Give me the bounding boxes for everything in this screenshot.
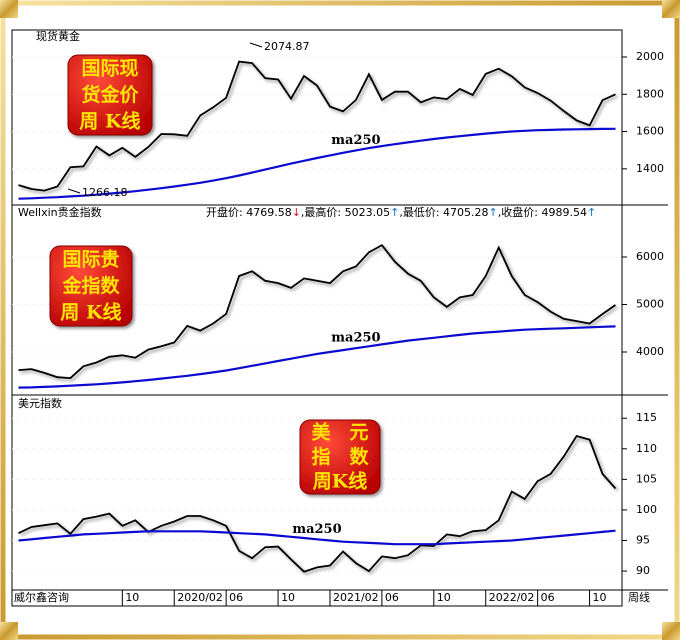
annotation-pointer bbox=[67, 188, 81, 194]
quote-value: 收盘价: 4989.54 bbox=[501, 205, 587, 219]
y-tick-label: 115 bbox=[636, 411, 657, 424]
y-tick-label: 1800 bbox=[636, 87, 664, 100]
y-tick-label: 1400 bbox=[636, 162, 664, 175]
y-tick-label: 90 bbox=[636, 564, 650, 577]
ma-line bbox=[18, 325, 616, 389]
badge bbox=[67, 54, 153, 136]
panel-title: 美元指数 bbox=[18, 396, 62, 410]
badge bbox=[299, 419, 381, 495]
y-tick-label: 5000 bbox=[636, 298, 664, 311]
corner bbox=[662, 0, 680, 18]
panel-title: Wellxin贵金指数 bbox=[18, 205, 102, 219]
price-line bbox=[18, 434, 617, 573]
footer-left: 威尔鑫咨询 bbox=[14, 590, 69, 604]
y-tick-label: 105 bbox=[636, 472, 657, 485]
footer-right: 周线 bbox=[628, 590, 650, 604]
x-tick-label: 06 bbox=[229, 591, 243, 604]
ma-line bbox=[18, 529, 616, 546]
ma-label: ma250 bbox=[331, 331, 380, 346]
quote-separator: , bbox=[498, 206, 502, 219]
y-tick-label: 100 bbox=[636, 503, 657, 516]
quote-arrow: ↑ bbox=[390, 206, 399, 219]
badge-text: 指 数 bbox=[311, 445, 369, 468]
quote-value: 最高价: 5023.05 bbox=[304, 205, 390, 219]
quote-arrow: ↓ bbox=[292, 206, 301, 219]
quote: 开盘价: 4769.58↓,最高价: 5023.05↑,最低价: 4705.28… bbox=[206, 205, 596, 219]
badge-text: 货金价 bbox=[81, 83, 139, 106]
badge bbox=[49, 245, 133, 327]
annotation: 1266.18 bbox=[82, 186, 128, 199]
corner bbox=[0, 622, 18, 640]
badge-text: 周K线 bbox=[313, 470, 368, 493]
x-tick-label: 2022/02 bbox=[489, 591, 535, 604]
badge-text: 周 K线 bbox=[79, 110, 140, 133]
y-tick-label: 110 bbox=[636, 442, 657, 455]
corner bbox=[662, 622, 680, 640]
ma-label: ma250 bbox=[331, 133, 380, 148]
quote-arrow: ↑ bbox=[489, 206, 498, 219]
y-tick-label: 95 bbox=[636, 533, 650, 546]
badge-text: 周 K线 bbox=[60, 301, 121, 324]
x-tick-label: 10 bbox=[125, 591, 139, 604]
ma-line bbox=[18, 127, 616, 200]
panel-title: 现货黄金 bbox=[36, 29, 80, 43]
badge-text: 国际贵 bbox=[62, 248, 119, 270]
quote-separator: , bbox=[301, 206, 305, 219]
badge-text: 美 元 bbox=[311, 420, 368, 443]
quote-arrow: ↑ bbox=[587, 206, 596, 219]
badge-text: 金指数 bbox=[61, 274, 120, 297]
x-tick-label: 10 bbox=[281, 591, 295, 604]
annotation-pointer bbox=[249, 42, 263, 48]
y-tick-label: 6000 bbox=[636, 250, 664, 263]
badge-text: 国际现 bbox=[81, 57, 138, 79]
quote-value: 最低价: 4705.28 bbox=[403, 206, 489, 219]
y-tick-label: 4000 bbox=[636, 345, 664, 358]
quote-value: 开盘价: 4769.58 bbox=[206, 205, 292, 219]
plot-border bbox=[11, 29, 623, 607]
x-tick-label: 10 bbox=[593, 591, 607, 604]
quote-separator: , bbox=[399, 206, 403, 219]
price-line bbox=[18, 60, 616, 192]
y-tick-label: 1600 bbox=[636, 125, 664, 138]
x-tick-label: 10 bbox=[437, 591, 451, 604]
x-tick-label: 06 bbox=[541, 591, 555, 604]
x-tick-label: 2021/02 bbox=[333, 591, 379, 604]
x-tick-label: 06 bbox=[385, 591, 399, 604]
x-tick-label: 2020/02 bbox=[177, 591, 223, 604]
price-line bbox=[18, 243, 617, 380]
annotation: 2074.87 bbox=[264, 40, 310, 53]
y-tick-label: 2000 bbox=[636, 50, 664, 63]
corner bbox=[0, 0, 18, 18]
ma-label: ma250 bbox=[292, 522, 341, 537]
